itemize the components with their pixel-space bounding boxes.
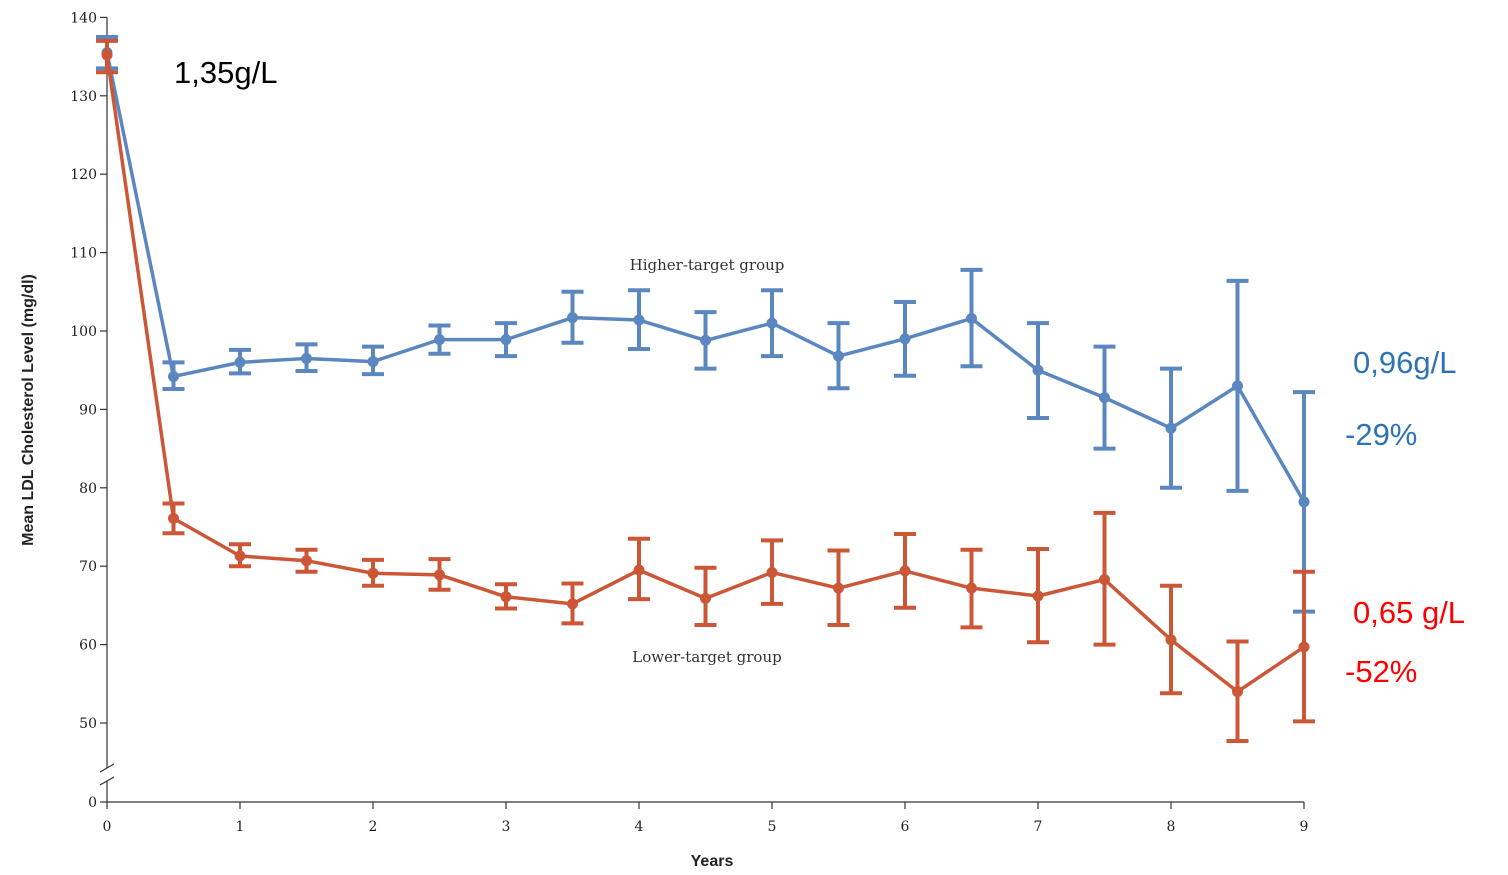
y-tick-label: 100 (70, 324, 97, 340)
lower-target-label: Lower-target group (632, 648, 781, 666)
x-tick-label: 9 (1300, 819, 1309, 835)
data-point (700, 592, 711, 604)
data-point (1232, 686, 1243, 698)
data-point (1165, 422, 1177, 434)
x-tick-label: 2 (369, 819, 378, 835)
data-point (234, 356, 246, 368)
y-tick-label: 90 (79, 402, 97, 418)
x-axis-ticks: 0 1 2 3 4 5 6 7 8 9 (103, 802, 1309, 835)
higher-target-label: Higher-target group (630, 256, 785, 274)
lower-change-annotation: -52% (1345, 654, 1417, 689)
data-point (1298, 641, 1310, 653)
data-point (1298, 496, 1310, 508)
data-point (367, 567, 379, 579)
higher-change-annotation: -29% (1345, 417, 1417, 452)
x-tick-label: 3 (502, 819, 511, 835)
y-tick-label: 80 (79, 481, 97, 497)
data-point (500, 591, 512, 603)
y-axis-title: Mean LDL Cholesterol Level (mg/dl) (20, 274, 37, 546)
break-slash (99, 776, 115, 786)
x-tick-label: 1 (236, 819, 245, 835)
x-tick-label: 5 (768, 819, 777, 835)
y-tick-label: 0 (88, 795, 97, 811)
data-point (833, 350, 844, 362)
x-tick-label: 0 (103, 819, 112, 835)
series-layer (96, 35, 1315, 744)
data-point (168, 370, 179, 382)
y-tick-label: 60 (79, 638, 97, 654)
y-axis-ticks: 0 50 60 70 80 90 100 110 120 130 140 (70, 10, 107, 811)
data-point (101, 49, 113, 61)
y-tick-label: 140 (70, 10, 97, 26)
x-tick-label: 4 (635, 819, 644, 835)
y-tick-label: 130 (70, 89, 97, 105)
data-point (500, 334, 512, 346)
data-point (966, 582, 977, 594)
data-point (899, 565, 911, 577)
y-tick-label: 110 (70, 246, 97, 262)
data-point (1099, 392, 1110, 404)
data-point (966, 312, 977, 324)
data-point (301, 555, 312, 567)
break-slash (99, 763, 115, 773)
data-point (567, 598, 578, 610)
data-point (633, 314, 645, 326)
y-tick-label: 50 (79, 716, 97, 732)
data-point (301, 352, 312, 364)
x-tick-label: 7 (1034, 819, 1043, 835)
data-point (833, 582, 844, 594)
axes: 0 50 60 70 80 90 100 110 120 130 140 0 1 2 3 4 5 6 7 8 9 (70, 10, 1308, 835)
y-tick-label: 120 (70, 167, 97, 183)
higher-final-annotation: 0,96g/L (1353, 345, 1456, 380)
lower-final-annotation: 0,65 g/L (1353, 595, 1465, 630)
series-higher-target (96, 35, 1315, 614)
y-axis-break-mark (99, 763, 115, 786)
data-point (234, 550, 246, 562)
series-lower-target (96, 38, 1315, 744)
data-point (766, 566, 778, 578)
x-tick-label: 8 (1167, 819, 1176, 835)
series-line (105, 52, 1306, 503)
data-point (1032, 590, 1044, 602)
data-point (434, 569, 445, 581)
data-point (567, 312, 578, 324)
y-tick-label: 70 (79, 559, 97, 575)
data-point (367, 356, 379, 368)
data-point (168, 512, 179, 524)
data-point (766, 317, 778, 329)
data-point (899, 333, 911, 345)
data-point (1232, 380, 1243, 392)
data-point (434, 334, 445, 346)
data-point (1165, 634, 1177, 646)
data-point (633, 564, 645, 576)
data-point (1099, 574, 1110, 586)
data-point (700, 334, 711, 346)
x-axis-title: Years (691, 853, 734, 870)
baseline-annotation: 1,35g/L (174, 55, 277, 90)
data-point (1032, 364, 1044, 376)
x-tick-label: 6 (901, 819, 910, 835)
